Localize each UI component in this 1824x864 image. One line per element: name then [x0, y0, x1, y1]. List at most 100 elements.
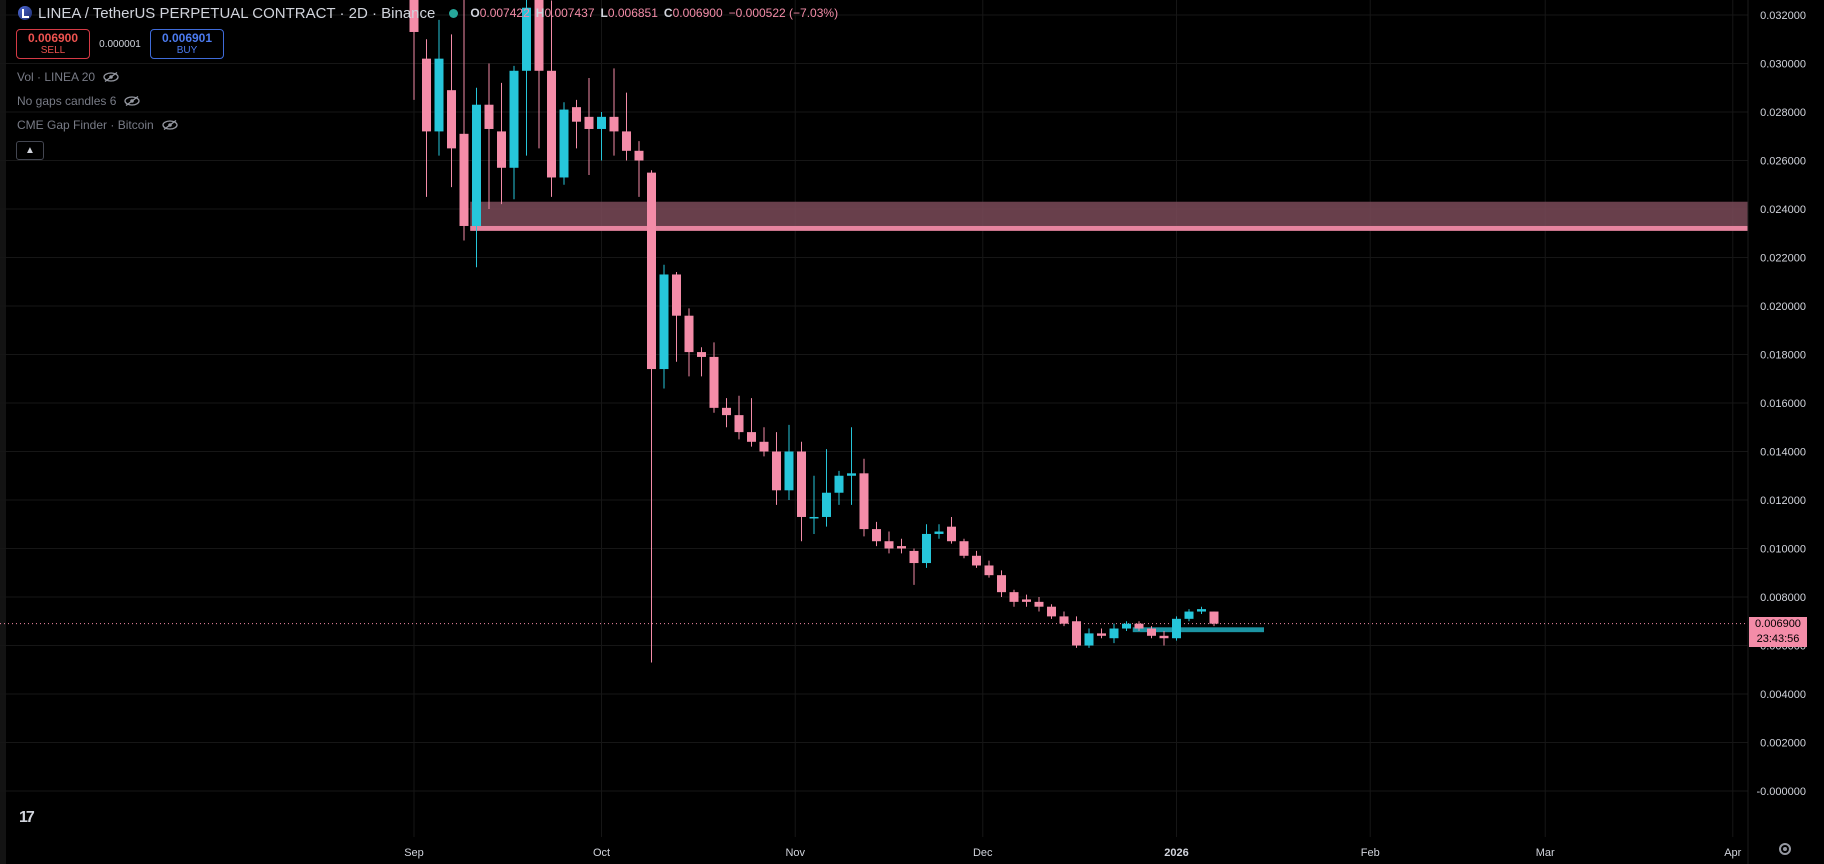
candle-body[interactable]	[872, 529, 881, 542]
candle-body[interactable]	[1184, 611, 1194, 619]
x-tick-label: Oct	[593, 847, 610, 859]
candle-body[interactable]	[972, 555, 981, 566]
candle-body[interactable]	[1159, 635, 1169, 639]
candle-body[interactable]	[709, 356, 719, 408]
candle-body[interactable]	[634, 150, 644, 161]
candle-body[interactable]	[1147, 628, 1156, 636]
candle-body[interactable]	[659, 274, 669, 370]
candle-body[interactable]	[1209, 611, 1219, 624]
candle-body[interactable]	[759, 441, 769, 452]
y-tick-label: 0.028000	[1760, 107, 1806, 119]
x-tick-label: Dec	[973, 847, 993, 859]
candle-body[interactable]	[934, 531, 944, 534]
candle-body[interactable]	[559, 109, 569, 178]
zone-edge	[470, 225, 1748, 231]
candle-body[interactable]	[847, 473, 856, 476]
candle-body[interactable]	[409, 0, 419, 32]
candle-body[interactable]	[922, 533, 931, 564]
last-price-label: 0.006900 23:43:56	[1749, 617, 1807, 647]
candle-body[interactable]	[834, 475, 844, 493]
ohlc-readout: O0.007422 H0.007437 L0.006851 C0.006900 …	[470, 6, 839, 20]
indicator-volume[interactable]: Vol · LINEA 20	[17, 70, 119, 84]
candle-body[interactable]	[734, 415, 744, 433]
candle-body[interactable]	[772, 451, 781, 491]
candle-body[interactable]	[497, 131, 506, 168]
sell-price: 0.006900	[27, 30, 79, 45]
candle-body[interactable]	[722, 407, 731, 416]
candle-body[interactable]	[584, 116, 594, 129]
candle-body[interactable]	[459, 133, 469, 226]
candle-body[interactable]	[1034, 601, 1044, 607]
candle-body[interactable]	[1134, 623, 1144, 629]
candle-body[interactable]	[947, 526, 956, 542]
gear-icon[interactable]	[1779, 843, 1791, 855]
y-tick-label: 0.012000	[1760, 495, 1806, 507]
candle-body[interactable]	[1022, 599, 1031, 602]
candle-body[interactable]	[647, 172, 656, 370]
candle-body[interactable]	[1097, 633, 1106, 636]
y-tick-label: 0.030000	[1760, 59, 1806, 71]
eye-slash-icon[interactable]	[103, 72, 119, 82]
candle-body[interactable]	[1172, 618, 1181, 639]
candle-body[interactable]	[609, 116, 619, 132]
y-tick-label: 0.004000	[1760, 689, 1806, 701]
candle-body[interactable]	[897, 546, 906, 549]
y-tick-label: 0.024000	[1760, 204, 1806, 216]
candle-body[interactable]	[784, 451, 794, 491]
indicator-cme-gap[interactable]: CME Gap Finder · Bitcoin	[17, 118, 178, 132]
candle-body[interactable]	[622, 131, 631, 151]
candle-body[interactable]	[1072, 621, 1081, 646]
market-status-icon	[449, 8, 459, 18]
candle-body[interactable]	[797, 451, 806, 517]
supply-zone[interactable]	[1132, 627, 1264, 633]
candle-body[interactable]	[509, 70, 519, 168]
y-tick-label: 0.020000	[1760, 301, 1806, 313]
candle-body[interactable]	[859, 473, 869, 530]
candle-body[interactable]	[1109, 628, 1119, 639]
change-value: −0.000522 (−7.03%)	[728, 6, 839, 20]
candle-body[interactable]	[822, 492, 831, 517]
indicator-no-gaps[interactable]: No gaps candles 6	[17, 94, 141, 108]
candle-body[interactable]	[597, 116, 606, 129]
candle-body[interactable]	[572, 107, 581, 122]
y-tick-label: 0.026000	[1760, 156, 1806, 168]
tradingview-logo[interactable]: 17	[19, 809, 35, 826]
y-tick-label: 0.018000	[1760, 350, 1806, 362]
candle-body[interactable]	[534, 0, 544, 71]
candle-body[interactable]	[522, 7, 531, 71]
candle-body[interactable]	[997, 575, 1006, 593]
candle-body[interactable]	[1009, 592, 1019, 602]
candle-body[interactable]	[1084, 633, 1094, 646]
trade-panel: 0.006900 SELL 0.000001 0.006901 BUY	[16, 29, 224, 59]
sell-button[interactable]: 0.006900 SELL	[16, 29, 90, 59]
x-tick-label: Apr	[1724, 847, 1741, 859]
candle-body[interactable]	[959, 541, 969, 556]
x-tick-label: Sep	[404, 847, 424, 859]
candle-body[interactable]	[472, 104, 481, 226]
candle-body[interactable]	[484, 104, 494, 129]
symbol-icon[interactable]	[18, 6, 32, 20]
symbol-title[interactable]: LINEA / TetherUS PERPETUAL CONTRACT · 2D…	[38, 4, 436, 22]
candle-body[interactable]	[547, 70, 556, 178]
candle-body[interactable]	[747, 432, 756, 442]
candle-body[interactable]	[672, 274, 681, 316]
eye-slash-icon[interactable]	[162, 120, 178, 130]
buy-button[interactable]: 0.006901 BUY	[150, 29, 224, 59]
sell-label: SELL	[40, 45, 66, 57]
candle-body[interactable]	[984, 565, 994, 576]
candle-body[interactable]	[447, 90, 456, 149]
candle-body[interactable]	[909, 550, 919, 564]
candle-body[interactable]	[1059, 616, 1069, 624]
candle-body[interactable]	[422, 58, 431, 132]
candle-body[interactable]	[884, 541, 894, 549]
candle-body[interactable]	[1197, 609, 1206, 612]
eye-slash-icon[interactable]	[124, 96, 141, 106]
candle-body[interactable]	[697, 352, 706, 357]
candle-body[interactable]	[1122, 623, 1131, 629]
candle-body[interactable]	[434, 58, 444, 132]
candle-body[interactable]	[684, 315, 694, 353]
candle-body[interactable]	[809, 516, 819, 519]
chevron-up-icon[interactable]: ▲	[16, 141, 44, 160]
candle-body[interactable]	[1047, 606, 1056, 617]
